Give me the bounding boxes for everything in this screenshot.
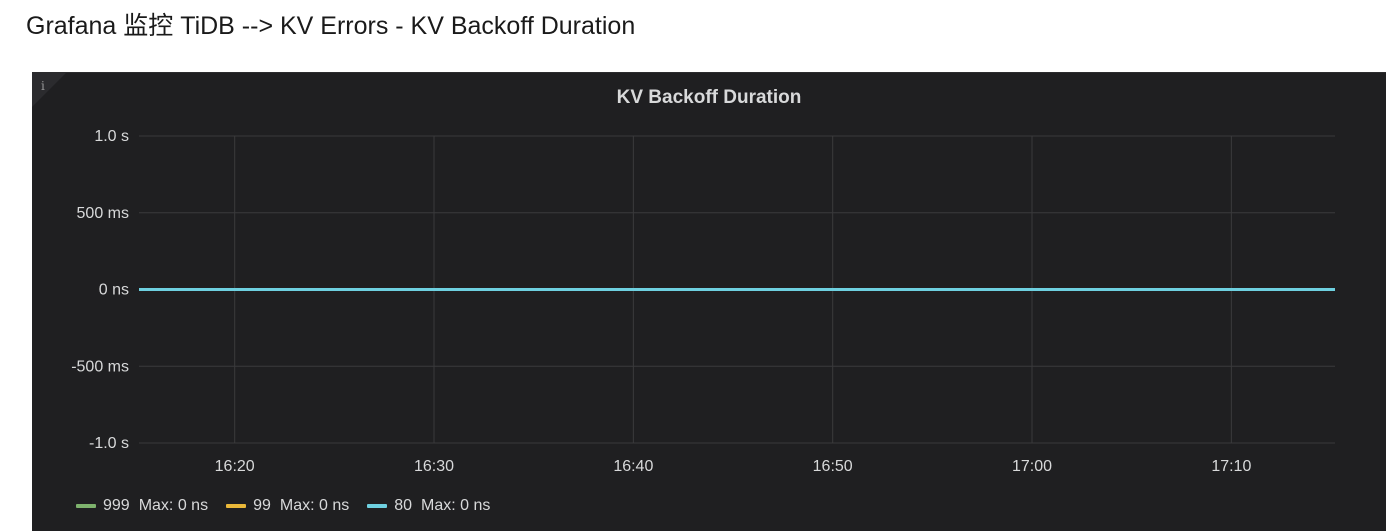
info-glyph: i (41, 79, 45, 93)
y-tick-label: -1.0 s (89, 435, 129, 452)
legend-series-max: Max: 0 ns (138, 497, 209, 514)
info-icon[interactable] (32, 73, 66, 107)
page-caption: Grafana 监控 TiDB --> KV Errors - KV Backo… (26, 12, 636, 40)
legend-series-max: Max: 0 ns (421, 497, 491, 514)
legend-series-name: 99 (253, 497, 271, 514)
y-tick-label: 0 ns (99, 282, 129, 299)
legend-swatch (367, 504, 388, 508)
legend-series-name: 80 (394, 497, 413, 514)
y-tick-label: 1.0 s (94, 128, 129, 145)
legend-item-999[interactable]: 999 Max: 0 ns (76, 497, 208, 515)
x-tick-label: 16:40 (613, 458, 653, 475)
x-tick-label: 16:50 (813, 458, 853, 475)
legend-item-99[interactable]: 99 Max: 0 ns (226, 497, 349, 515)
x-tick-label: 17:10 (1211, 458, 1251, 475)
chart-legend: 999 Max: 0 ns 99 Max: 0 ns 80 Max: 0 ns (76, 497, 508, 515)
x-tick-label: 16:20 (215, 458, 255, 475)
legend-series-max: Max: 0 ns (279, 497, 350, 514)
y-tick-label: 500 ms (77, 205, 129, 222)
x-tick-label: 17:00 (1012, 458, 1052, 475)
legend-item-80[interactable]: 80 Max: 0 ns (367, 497, 490, 515)
chart-plot[interactable]: 1.0 s 500 ms 0 ns -500 ms -1.0 s 16:20 16:30 16… (32, 73, 1386, 531)
panel-title[interactable]: KV Backoff Duration (616, 87, 802, 108)
x-tick-label: 16:30 (414, 458, 454, 475)
y-tick-label: -500 ms (71, 358, 129, 375)
kv-backoff-duration-panel: i KV Backoff Duration 1.0 s 500 ms 0 ns -50… (32, 72, 1386, 531)
legend-series-name: 999 (103, 497, 130, 514)
legend-swatch (76, 504, 96, 508)
legend-swatch (226, 504, 247, 508)
